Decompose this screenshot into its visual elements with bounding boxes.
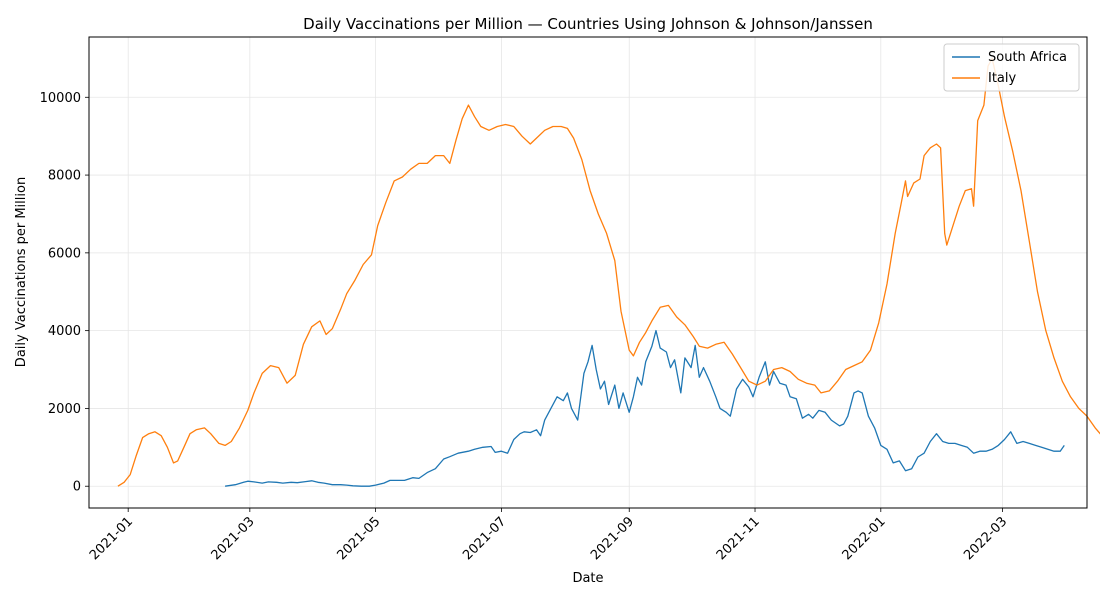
series-line-italy: [117, 57, 1100, 487]
legend-box: [943, 43, 1080, 92]
y-tick-label: 0: [73, 480, 81, 495]
y-tick-label: 10000: [40, 91, 81, 106]
y-tick-label: 6000: [48, 246, 81, 261]
y-tick-label: 2000: [48, 402, 81, 417]
y-tick-label: 8000: [48, 169, 81, 184]
y-axis: 0 2000 4000 6000 8000 10000: [40, 91, 89, 495]
series-line-south-africa: [225, 329, 1065, 487]
plot-area-frame: [88, 36, 1088, 509]
y-axis-label: Daily Vaccinations per Million: [14, 177, 29, 367]
y-tick-label: 4000: [48, 324, 81, 339]
x-axis-label: Date: [572, 571, 603, 586]
series-lines: [117, 57, 1100, 487]
legend-label-south-africa: South Africa: [988, 50, 1067, 65]
legend: South Africa Italy: [943, 43, 1080, 92]
chart-title: Daily Vaccinations per Million — Countri…: [303, 15, 873, 33]
legend-label-italy: Italy: [988, 71, 1017, 86]
